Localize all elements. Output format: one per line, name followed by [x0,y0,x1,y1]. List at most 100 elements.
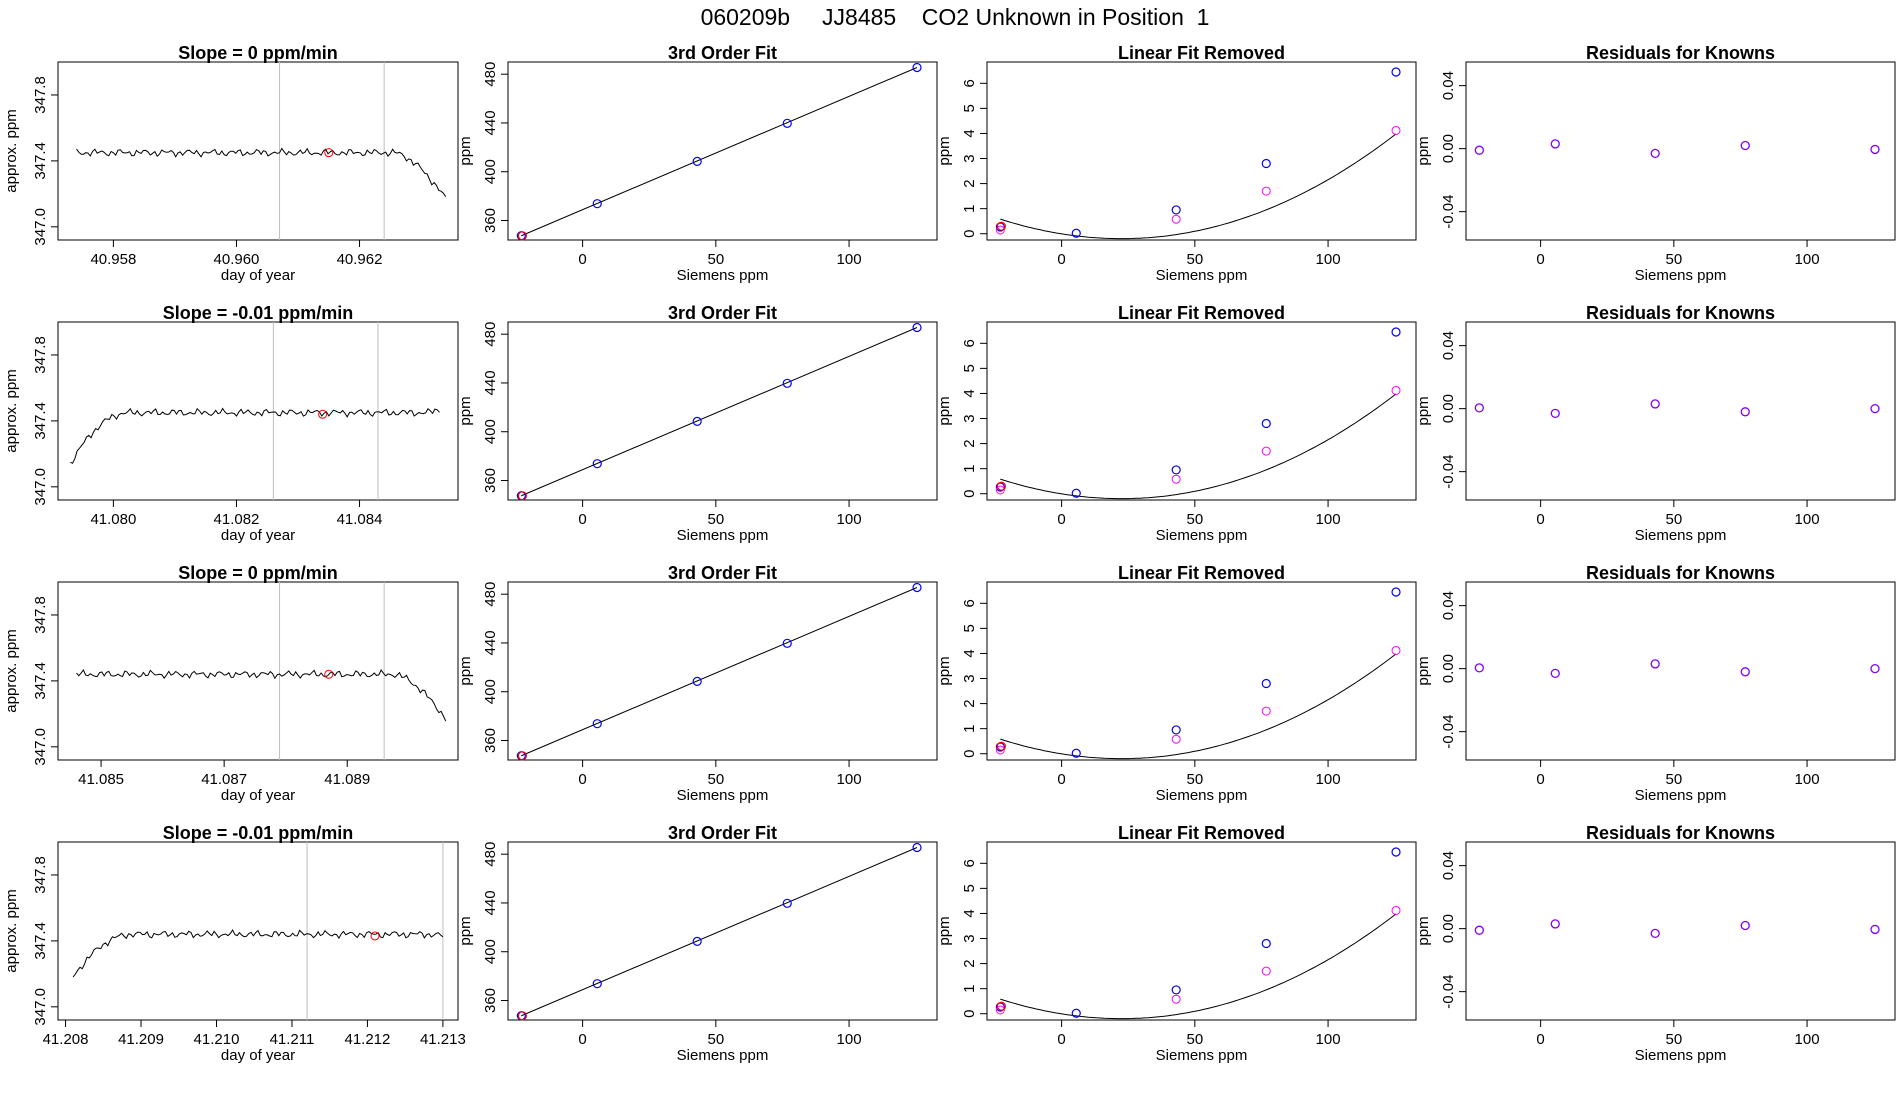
plot-frame [57,581,459,761]
x-tick-label: 100 [837,1031,862,1048]
known-standard-point [692,936,702,946]
panel-title: Residuals for Knowns [1586,43,1775,63]
plot-frame [986,61,1417,241]
y-tick-label: 347.0 [32,468,49,506]
residual-point [1650,148,1660,159]
unknown-marker-point [318,409,328,419]
residual-point [1474,403,1484,413]
unknown-marker-point [324,669,334,679]
y-tick-label: 5 [961,884,978,892]
x-tick-label: 41.087 [201,771,247,788]
comparison-point [1391,125,1401,135]
x-tick-label: 0 [1536,511,1544,528]
residual-point [1474,145,1484,155]
known-standard-point [592,979,602,989]
panel-title: Linear Fit Removed [1118,563,1285,583]
y-axis-label: ppm [936,916,953,945]
x-tick-label: 100 [1795,1031,1820,1048]
plot-frame [1465,61,1896,241]
y-tick-label: 347.0 [32,208,49,246]
unknown-point [996,741,1006,751]
unknown-point [996,221,1006,231]
y-tick-label: 0.04 [1440,851,1457,880]
plot-frame [1465,841,1896,1021]
y-axis-label: ppm [936,396,953,425]
y-tick-label: 4 [961,129,978,137]
x-axis-label: Siemens ppm [1635,527,1727,544]
comparison-point [1391,385,1401,395]
residual-point [1870,924,1880,935]
y-tick-label: 0.00 [1440,914,1457,943]
y-axis-label: approx. ppm [3,109,20,192]
residual-point [1870,663,1880,674]
panel-residuals-row2: Residuals for Knowns 0 50 100 -0.04 0.00 0.04 S… [1415,303,1896,544]
plot-frame [507,61,938,241]
y-tick-label: 347.0 [32,728,49,766]
panel-title: 3rd Order Fit [668,303,777,323]
x-axis-label: Siemens ppm [677,267,769,284]
series-line [72,928,444,978]
y-tick-label: 360 [482,728,499,753]
known-standard-point [912,62,922,73]
y-tick-label: 360 [482,468,499,493]
x-tick-label: 0 [1536,251,1544,268]
residual-point [1870,403,1880,414]
y-tick-label: 347.0 [32,988,49,1026]
x-tick-label: 41.210 [194,1031,240,1048]
x-tick-label: 50 [707,511,724,528]
y-tick-label: 480 [482,582,499,607]
fit-curve [1000,913,1397,1020]
x-tick-label: 50 [1665,771,1682,788]
x-axis-label: Siemens ppm [1635,267,1727,284]
series-line [76,669,447,722]
panel-linear_removed-row1: Linear Fit Removed 0 50 100 0 1 2 3 4 5 6 Siemens p… [936,43,1417,284]
panel-fit-row4: 3rd Order Fit 0 50 100 360 400 440 480 Siemens p… [457,823,938,1064]
panel-fit-row1: 3rd Order Fit 0 50 100 360 400 440 480 Siemens p… [457,43,938,284]
known-standard-point [782,898,792,908]
known-standard-point [1171,985,1181,995]
x-axis-label: Siemens ppm [1635,1047,1727,1064]
x-axis-label: Siemens ppm [1156,787,1248,804]
plot-frame [986,841,1417,1021]
y-tick-label: 360 [482,988,499,1013]
y-tick-label: 347.4 [32,142,49,180]
panel-fit-row3: 3rd Order Fit 0 50 100 360 400 440 480 Siemens p… [457,563,938,804]
y-tick-label: 1 [961,724,978,732]
residual-point [1740,407,1750,417]
y-tick-label: 480 [482,842,499,867]
y-tick-label: -0.04 [1440,195,1457,229]
y-tick-label: 3 [961,154,978,162]
y-tick-label: 6 [961,859,978,867]
y-axis-label: ppm [457,396,474,425]
residual-point [1550,668,1560,679]
x-axis-label: Siemens ppm [1156,267,1248,284]
comparison-point [1391,905,1401,915]
known-standard-point [1071,1008,1081,1018]
plot-frame [986,581,1417,761]
plot-frame [507,321,938,501]
x-axis-label: day of year [221,527,295,544]
y-tick-label: 3 [961,414,978,422]
x-tick-label: 100 [837,251,862,268]
known-standard-point [782,638,792,648]
comparison-point [1171,734,1181,744]
x-axis-label: Siemens ppm [1156,527,1248,544]
fit-curve [1000,653,1397,760]
y-tick-label: 0.00 [1440,394,1457,423]
known-standard-point [692,156,702,166]
x-tick-label: 50 [1665,1031,1682,1048]
y-tick-label: 1 [961,984,978,992]
unknown-point [996,1001,1006,1011]
x-tick-label: 50 [1186,511,1203,528]
y-tick-label: 5 [961,104,978,112]
x-tick-label: 0 [1057,251,1065,268]
unknown-point [517,751,527,761]
x-tick-label: 41.084 [337,511,383,528]
figure-title: 060209b JJ8485 CO2 Unknown in Position 1 [701,4,1210,30]
y-tick-label: 6 [961,599,978,607]
unknown-point [996,481,1006,491]
y-tick-label: -0.04 [1440,455,1457,489]
y-tick-label: 0 [961,1010,978,1018]
x-tick-label: 41.208 [43,1031,89,1048]
